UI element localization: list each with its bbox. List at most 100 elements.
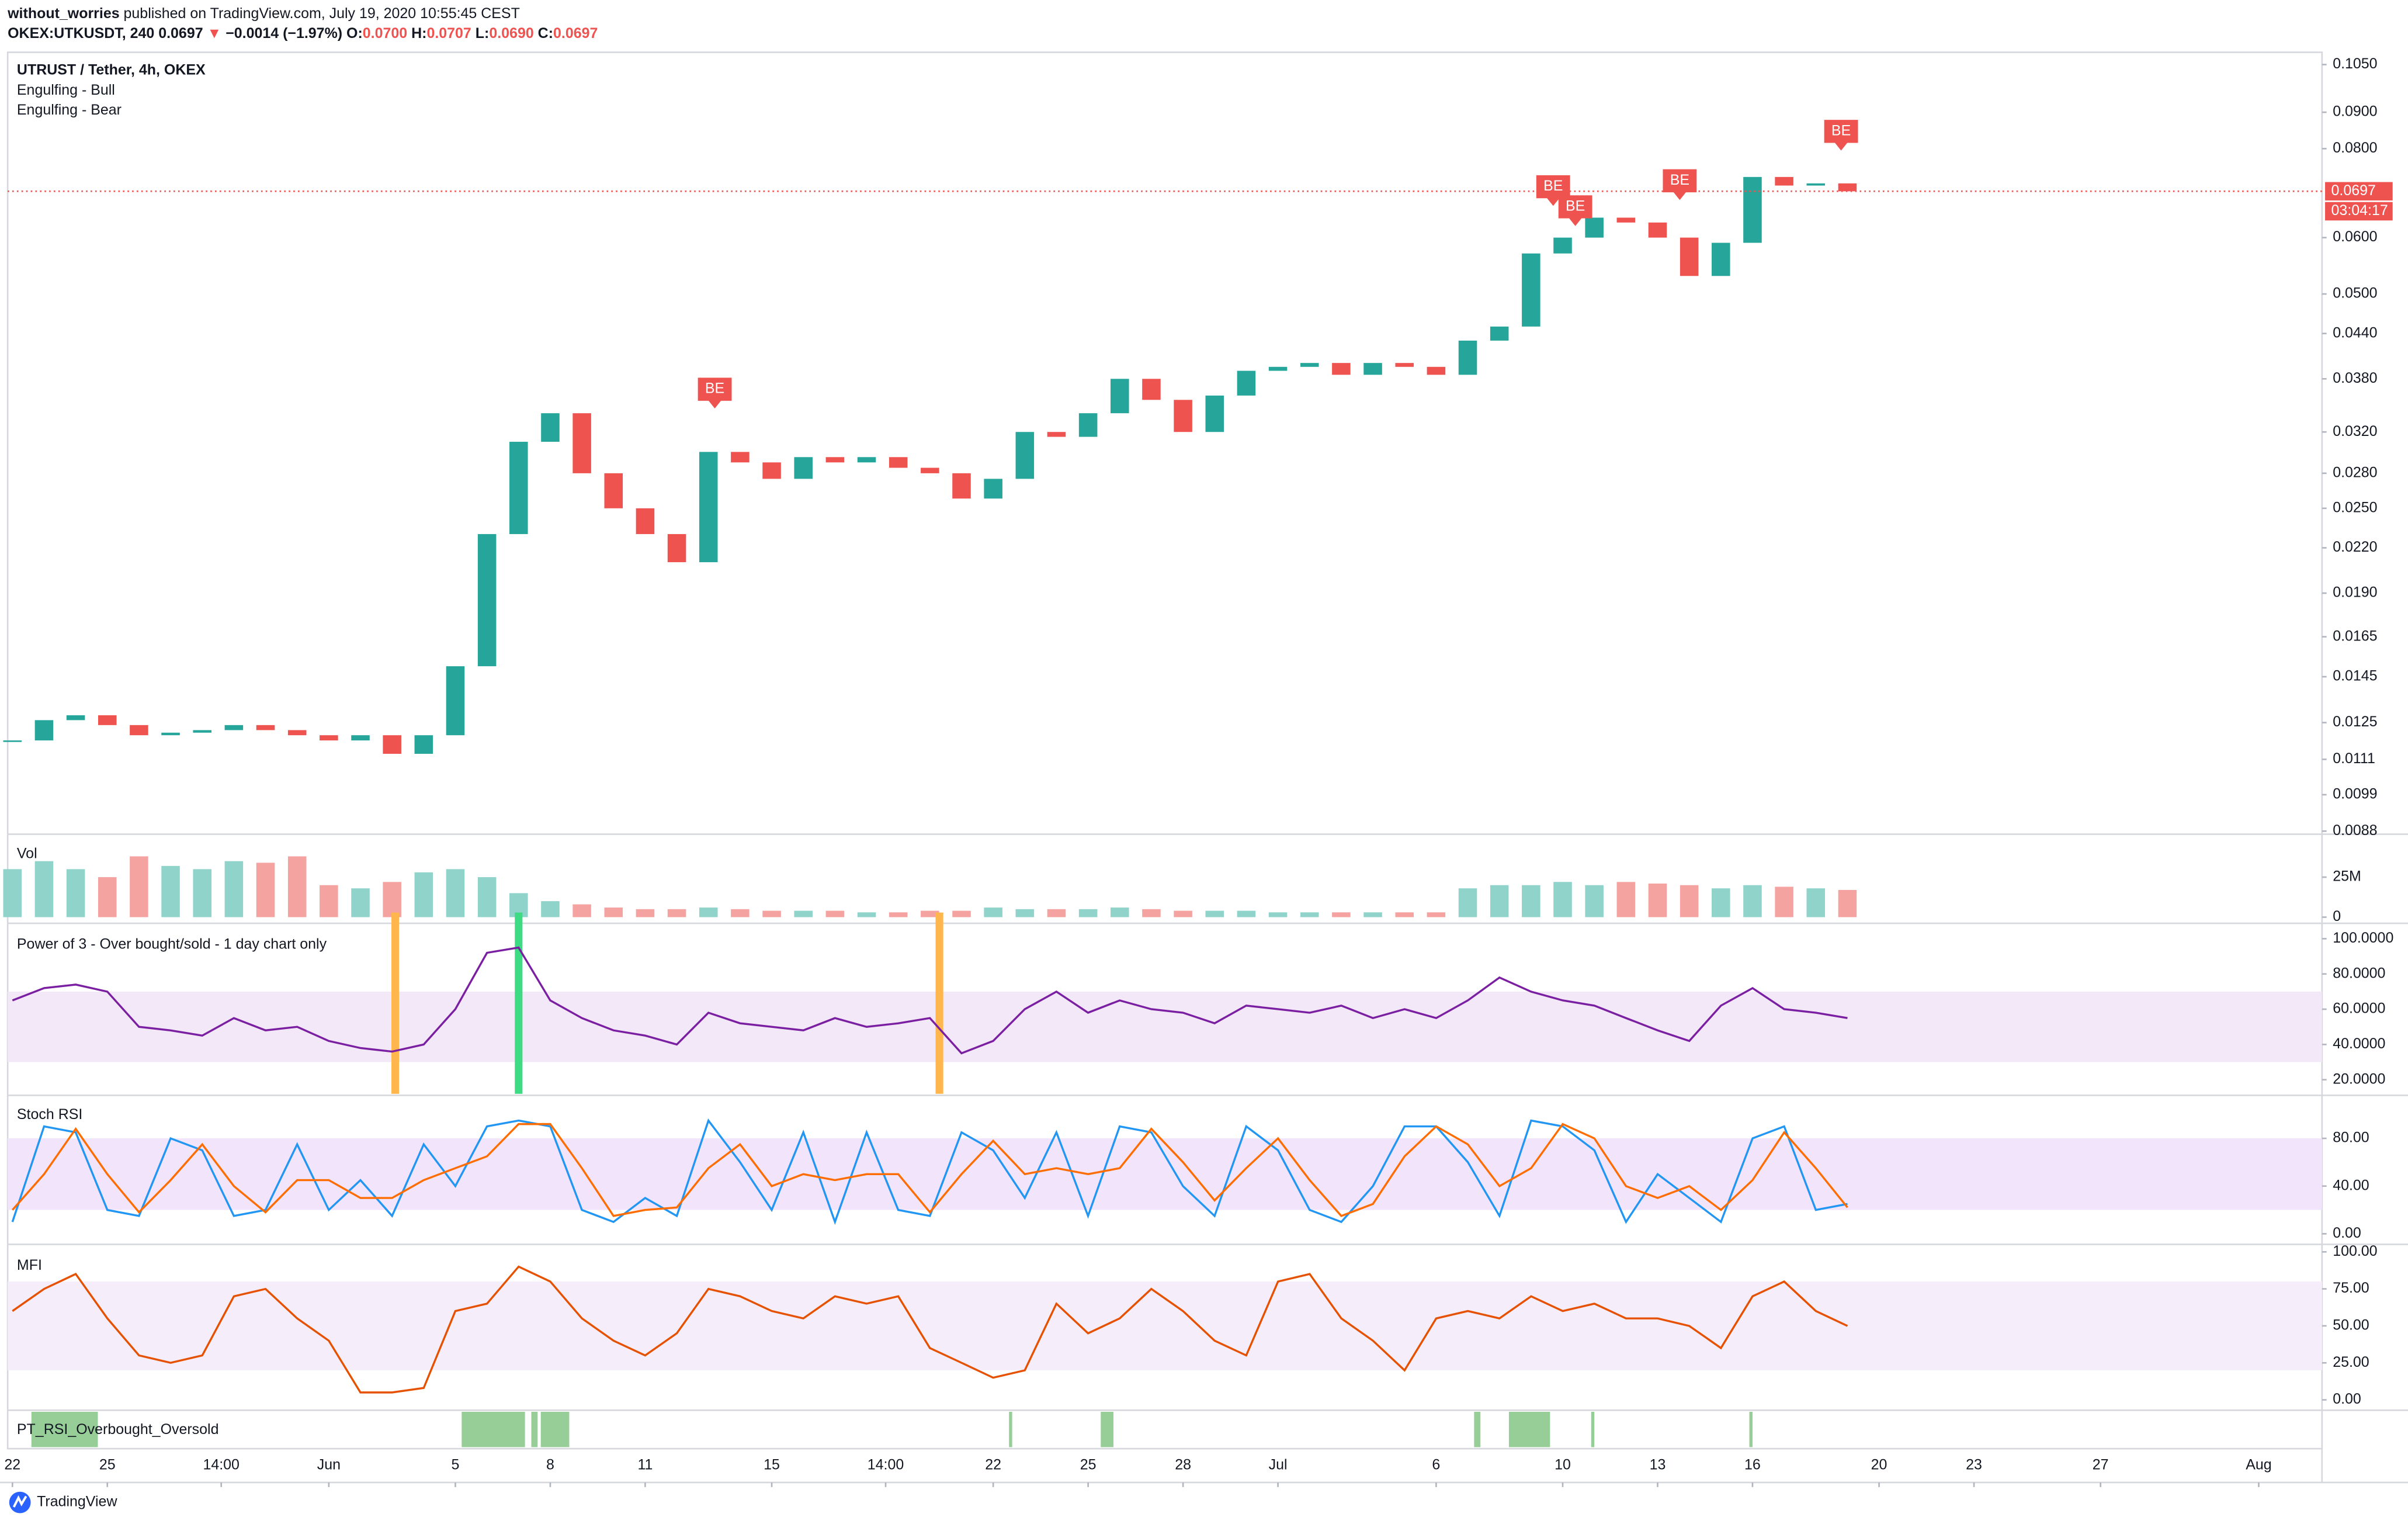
candle [1806, 183, 1826, 186]
candle [794, 457, 813, 479]
y-tick-label: 0.0099 [2333, 786, 2377, 802]
x-tick-label: 13 [1650, 1457, 1666, 1473]
volume-bar [952, 910, 971, 917]
x-tick-label: 15 [764, 1457, 780, 1473]
candle [1712, 243, 1730, 276]
band [8, 1281, 2322, 1370]
candle [1174, 400, 1192, 432]
y-tick-label: 0.0145 [2333, 668, 2377, 684]
volume-bar [351, 888, 370, 917]
candle [1237, 370, 1256, 396]
candle [256, 725, 275, 730]
volume-bar [3, 869, 22, 917]
pane: 0.1050 0.0900 0.0800 0.0600 0.0500 0.0440 0.03… [3, 56, 2393, 839]
y-tick-label: 60.0000 [2333, 1000, 2385, 1017]
arrow: ▼ [207, 25, 222, 41]
y-tick-label: 100.00 [2333, 1243, 2377, 1259]
candle [572, 413, 591, 473]
candle [1427, 366, 1446, 375]
volume-bar [193, 869, 211, 917]
candle [1300, 363, 1319, 367]
series-line [11, 1118, 1848, 1225]
volume-bar [794, 910, 813, 917]
countdown-box [2325, 202, 2393, 221]
l-label: L: [476, 25, 490, 41]
highlight [935, 912, 943, 1094]
volume-bar [699, 908, 718, 917]
y-tick-label: 40.0000 [2333, 1035, 2385, 1052]
last-price-label: 0.0697 [2331, 182, 2376, 199]
candle [1680, 237, 1699, 276]
candle [889, 457, 908, 468]
x-tick-label: 20 [1871, 1457, 1887, 1473]
volume-bar [66, 869, 85, 917]
volume-bar [1838, 889, 1857, 917]
volume-bar [224, 861, 244, 917]
volume-bar [825, 910, 845, 917]
candle [636, 508, 655, 534]
span [31, 1411, 98, 1447]
y-tick-label: 0.0088 [2333, 822, 2377, 839]
candle [1553, 237, 1572, 254]
x-tick-label: Jun [317, 1457, 341, 1473]
span [1591, 1411, 1595, 1447]
volume-bar [34, 861, 54, 917]
span [1009, 1411, 1012, 1447]
countdown: 03:04:17 [2331, 202, 2388, 219]
x-tick-label: 8 [546, 1457, 554, 1473]
x-tick-label: 6 [1432, 1457, 1440, 1473]
y-tick-label: 0.0600 [2333, 228, 2377, 245]
volume-bar [1743, 885, 1762, 917]
logo: TradingView [9, 1491, 117, 1513]
candle [1332, 363, 1351, 375]
volume-bar [572, 904, 591, 917]
highlight [515, 912, 523, 1094]
span [1749, 1411, 1753, 1447]
candle [1395, 363, 1414, 367]
pane-title: MFI [17, 1257, 42, 1273]
candle [1616, 217, 1636, 223]
candle [66, 715, 85, 721]
volume-bar [1522, 885, 1540, 917]
volume-bar [1300, 912, 1319, 917]
candle [762, 462, 781, 479]
volume-bar [1395, 912, 1414, 917]
pane-title: Stoch RSI [17, 1106, 82, 1123]
x-tick-label: 27 [2093, 1457, 2109, 1473]
x-tick-label: 5 [452, 1457, 460, 1473]
y-tick-label: 0.0500 [2333, 285, 2377, 302]
candle [1047, 432, 1066, 437]
volume-bar [98, 877, 117, 917]
volume-bar [1806, 888, 1826, 917]
author: without_worries [7, 5, 119, 21]
volume-bar [320, 885, 338, 917]
candle [34, 720, 54, 741]
span [1474, 1411, 1481, 1447]
candle [952, 473, 971, 499]
y-tick-label: 80.0000 [2333, 965, 2385, 981]
series-line [12, 946, 1848, 1055]
volume-bar [414, 872, 433, 917]
candle [1585, 217, 1604, 238]
brand: TradingView [37, 1494, 117, 1510]
candle [1142, 379, 1161, 400]
candle [1015, 432, 1035, 479]
volume-bar [446, 869, 465, 917]
volume-bar [1174, 910, 1192, 917]
x-tick-label: 22 [985, 1457, 1001, 1473]
x-tick-label: 25 [1080, 1457, 1097, 1473]
x-tick-label: 11 [637, 1457, 653, 1473]
candle [825, 457, 845, 463]
volume-bar [1553, 882, 1572, 917]
logo-mark [12, 1495, 27, 1508]
candle [414, 735, 433, 754]
volume-bar [130, 856, 148, 917]
l: 0.0690 [489, 25, 533, 41]
candle [1743, 176, 1762, 243]
candle [130, 725, 148, 736]
volume-bar [1268, 912, 1288, 917]
candle [857, 457, 876, 463]
volume-bar [1111, 908, 1129, 917]
y-tick-label: 75.00 [2333, 1280, 2369, 1296]
